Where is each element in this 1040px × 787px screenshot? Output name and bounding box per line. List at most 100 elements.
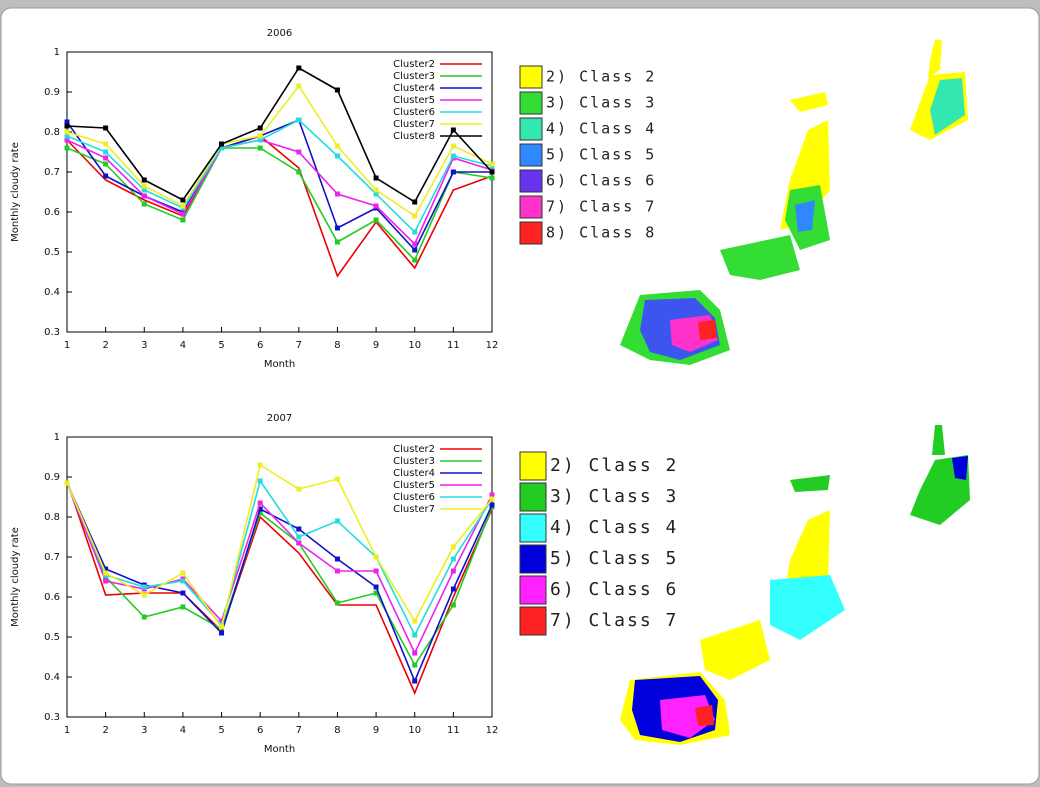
x-axis-label: Month xyxy=(264,744,295,755)
point-marker xyxy=(373,187,379,193)
point-marker xyxy=(450,602,456,608)
point-marker xyxy=(141,584,147,590)
point-marker xyxy=(373,203,379,209)
point-marker xyxy=(334,556,340,562)
point-marker xyxy=(257,510,263,516)
point-marker xyxy=(103,141,109,147)
point-marker xyxy=(141,193,147,199)
y-tick-label: 0.3 xyxy=(44,712,60,723)
y-tick-label: 0.3 xyxy=(44,327,60,338)
point-marker xyxy=(219,618,225,624)
x-tick-label: 11 xyxy=(447,725,460,736)
class-swatch xyxy=(519,482,547,512)
x-tick-label: 1 xyxy=(64,340,70,351)
x-tick-label: 5 xyxy=(218,725,224,736)
x-tick-label: 6 xyxy=(257,725,263,736)
point-marker xyxy=(64,129,70,135)
x-tick-label: 9 xyxy=(373,725,379,736)
x-tick-label: 12 xyxy=(486,340,499,351)
point-marker xyxy=(450,153,456,159)
x-tick-label: 6 xyxy=(257,340,263,351)
point-marker xyxy=(257,145,263,151)
class-swatch xyxy=(519,221,543,245)
point-marker xyxy=(64,145,70,151)
legend-label: Cluster6 xyxy=(393,107,435,118)
point-marker xyxy=(489,161,495,167)
point-marker xyxy=(489,169,495,175)
point-marker xyxy=(180,570,186,576)
point-marker xyxy=(219,630,225,636)
point-marker xyxy=(64,133,70,139)
y-tick-label: 0.5 xyxy=(44,632,60,643)
point-marker xyxy=(180,604,186,610)
y-tick-label: 0.7 xyxy=(44,167,60,178)
chart-title: 2006 xyxy=(267,28,292,39)
class-swatch xyxy=(519,91,543,115)
series-line xyxy=(66,482,493,655)
y-tick-label: 0.9 xyxy=(44,472,60,483)
point-marker xyxy=(219,141,225,147)
point-marker xyxy=(257,137,263,143)
x-tick-label: 12 xyxy=(486,725,499,736)
point-marker xyxy=(412,241,418,247)
class-swatch xyxy=(519,451,547,481)
point-marker xyxy=(412,618,418,624)
x-tick-label: 8 xyxy=(334,725,340,736)
x-tick-label: 10 xyxy=(408,340,421,351)
class-label: 2) Class 2 xyxy=(550,455,678,476)
y-tick-label: 0.4 xyxy=(44,287,60,298)
point-marker xyxy=(373,175,379,181)
x-tick-label: 4 xyxy=(180,725,186,736)
point-marker xyxy=(64,119,70,125)
point-marker xyxy=(450,127,456,133)
point-marker xyxy=(257,462,263,468)
series-line xyxy=(66,482,493,667)
point-marker xyxy=(296,83,302,89)
class-label: 8) Class 8 xyxy=(546,224,656,242)
point-marker xyxy=(373,584,379,590)
point-marker xyxy=(373,217,379,223)
point-marker xyxy=(180,578,186,584)
class-label: 3) Class 3 xyxy=(546,94,656,112)
point-marker xyxy=(103,125,109,131)
point-marker xyxy=(334,225,340,231)
class-swatch xyxy=(519,169,543,193)
point-marker xyxy=(180,211,186,217)
class-label: 4) Class 4 xyxy=(546,120,656,138)
legend-label: Cluster2 xyxy=(393,444,435,455)
class-label: 6) Class 6 xyxy=(546,172,656,190)
point-marker xyxy=(334,568,340,574)
x-tick-label: 7 xyxy=(296,725,302,736)
legend-label: Cluster5 xyxy=(393,480,435,491)
point-marker xyxy=(334,153,340,159)
point-marker xyxy=(450,556,456,562)
x-tick-label: 10 xyxy=(408,725,421,736)
point-marker xyxy=(103,161,109,167)
point-marker xyxy=(450,143,456,149)
point-marker xyxy=(412,257,418,263)
legend-label: Cluster3 xyxy=(393,71,435,82)
y-tick-label: 0.5 xyxy=(44,247,60,258)
y-tick-label: 1 xyxy=(54,47,60,58)
point-marker xyxy=(412,247,418,253)
class-label: 5) Class 5 xyxy=(550,548,678,569)
point-marker xyxy=(296,540,302,546)
class-label: 7) Class 7 xyxy=(546,198,656,216)
x-tick-label: 2 xyxy=(102,725,108,736)
y-tick-label: 1 xyxy=(54,432,60,443)
point-marker xyxy=(257,125,263,131)
point-marker xyxy=(296,169,302,175)
y-tick-label: 0.7 xyxy=(44,552,60,563)
plot-frame xyxy=(66,436,493,718)
point-marker xyxy=(296,486,302,492)
class-label: 3) Class 3 xyxy=(550,486,678,507)
x-tick-label: 7 xyxy=(296,340,302,351)
point-marker xyxy=(334,518,340,524)
legend-label: Cluster3 xyxy=(393,456,435,467)
class-swatch xyxy=(519,65,543,89)
plot-frame xyxy=(66,51,493,333)
class-label: 5) Class 5 xyxy=(546,146,656,164)
series-line xyxy=(66,147,493,262)
point-marker xyxy=(141,201,147,207)
x-tick-label: 4 xyxy=(180,340,186,351)
